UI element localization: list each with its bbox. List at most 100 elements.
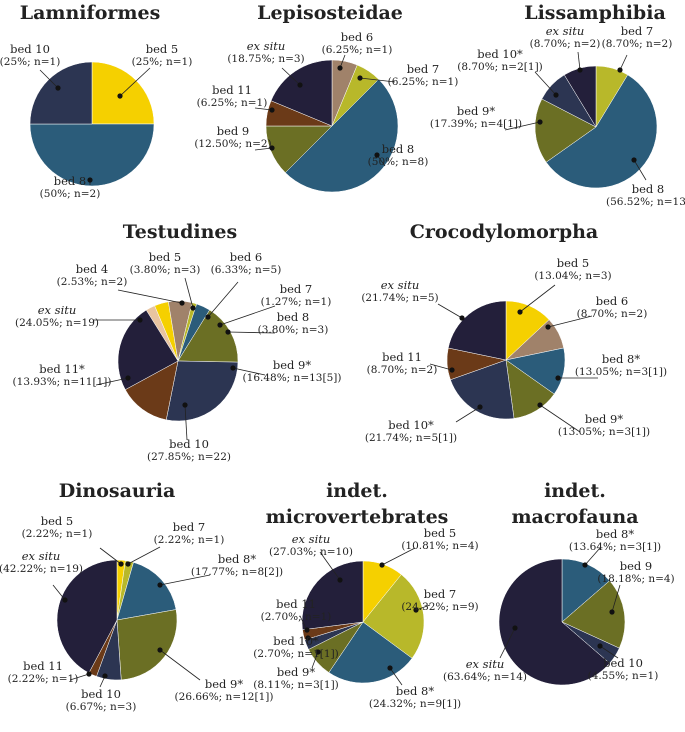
slice-label-bed-10: bed 10 xyxy=(81,687,121,701)
leader-dot-bed-11 xyxy=(269,107,275,113)
slice-label-bed-11: bed 11 xyxy=(382,350,422,364)
slice-value-bed-11: (2.70%; n=1) xyxy=(261,611,332,623)
slice-label-bed-5: bed 5 xyxy=(146,42,179,56)
chart-title: Crocodylomorpha xyxy=(410,221,598,243)
slice-label-bed-7: bed 7 xyxy=(424,587,457,601)
leader-line-bed-9-star xyxy=(159,649,201,681)
leader-dot-bed-11 xyxy=(449,367,455,373)
slice-label-bed-5: bed 5 xyxy=(424,526,457,540)
leader-line-bed-11 xyxy=(254,107,273,111)
leader-dot-bed-5 xyxy=(117,93,123,99)
slice-label-bed-10-star: bed 10* xyxy=(273,634,319,648)
pie-slice-bed-9-star xyxy=(116,609,178,681)
slice-label-bed-9-star: bed 9* xyxy=(205,677,244,691)
chart-title-line-1: indet. xyxy=(544,480,606,502)
slice-label-bed-10: bed 10 xyxy=(169,437,209,451)
slice-label-bed-7: bed 7 xyxy=(621,24,654,38)
leader-line-ex-situ xyxy=(499,627,516,659)
slice-label-bed-9-star: bed 9* xyxy=(277,665,316,679)
leader-line-bed-8-star xyxy=(159,574,211,586)
leader-dot-bed-7 xyxy=(617,67,623,73)
slice-value-bed-10: (25%; n=1) xyxy=(0,56,60,68)
leader-dot-bed-8-star xyxy=(582,562,588,568)
slice-label-bed-11: bed 11 xyxy=(212,83,252,97)
slice-label-bed-7: bed 7 xyxy=(280,282,313,296)
slice-label-bed-11: bed 11 xyxy=(276,597,316,611)
chart-title: Lepisosteidae xyxy=(257,2,403,24)
leader-line-bed-9 xyxy=(611,584,621,613)
leader-dot-bed-7 xyxy=(357,75,363,81)
slice-label-bed-9-star: bed 9* xyxy=(273,358,312,372)
leader-line-bed-7 xyxy=(359,77,396,83)
leader-dot-bed-7 xyxy=(125,561,131,567)
leader-line-bed-9-star xyxy=(504,121,541,131)
slice-label-bed-11: bed 11 xyxy=(23,659,63,673)
leader-line-bed-11-star xyxy=(95,377,129,386)
leader-dot-bed-10-star xyxy=(477,404,483,410)
slice-value-bed-10-star: (8.70%; n=2[1]) xyxy=(457,61,543,73)
slice-value-bed-10-star: (21.74%; n=5[1]) xyxy=(365,432,457,444)
pie-slice-bed-8 xyxy=(545,74,658,189)
chart-title: Lissamphibia xyxy=(524,2,666,24)
leader-dot-ex-situ xyxy=(512,625,518,631)
pie-slice-bed-8 xyxy=(29,123,155,187)
slice-value-bed-5: (3.80%; n=3) xyxy=(130,264,201,276)
slice-value-bed-9: (18.18%; n=4) xyxy=(597,573,674,585)
leader-dot-bed-10 xyxy=(55,85,61,91)
leader-line-bed-11 xyxy=(69,673,90,681)
leader-line-bed-8 xyxy=(227,331,276,334)
slice-value-bed-4: (2.53%; n=2) xyxy=(57,276,128,288)
slice-label-bed-8-star: bed 8* xyxy=(602,352,641,366)
slice-value-ex-situ: (63.64%; n=14) xyxy=(443,671,527,683)
slice-value-bed-9-star: (17.39%; n=4[1]) xyxy=(430,118,522,130)
leader-dot-ex-situ xyxy=(337,577,343,583)
slice-label-bed-6: bed 6 xyxy=(341,30,374,44)
leader-line-bed-8 xyxy=(633,159,647,181)
leader-line-ex-situ xyxy=(281,67,301,86)
chart-title: Testudines xyxy=(123,221,237,243)
slice-label-ex-situ: ex situ xyxy=(546,24,585,38)
slice-value-bed-5: (2.22%; n=1) xyxy=(22,528,93,540)
leader-dot-bed-11 xyxy=(86,671,92,677)
pie-slice-bed-8-star xyxy=(561,558,610,623)
leader-dot-ex-situ xyxy=(137,317,143,323)
slice-value-bed-9-star: (8.11%; n=3[1]) xyxy=(253,679,339,691)
leader-line-bed-10-star xyxy=(455,406,481,423)
leader-line-ex-situ xyxy=(577,51,581,71)
slice-value-bed-11: (6.25%; n=1) xyxy=(197,97,268,109)
slice-label-bed-8: bed 8 xyxy=(632,182,665,196)
pie-slice-bed-9-star xyxy=(534,98,597,163)
slice-value-ex-situ: (8.70%; n=2) xyxy=(530,38,601,50)
slice-value-bed-5: (25%; n=1) xyxy=(132,56,193,68)
slice-value-bed-5: (10.81%; n=4) xyxy=(401,540,478,552)
pie-slice-bed-11-star xyxy=(124,360,179,421)
slice-value-bed-7: (8.70%; n=2) xyxy=(602,38,673,50)
slice-label-ex-situ: ex situ xyxy=(38,303,77,317)
pie-slice-ex-situ xyxy=(447,300,507,361)
slice-value-bed-7: (6.25%; n=1) xyxy=(388,76,459,88)
leader-dot-bed-6 xyxy=(545,324,551,330)
slice-label-bed-9-star: bed 9* xyxy=(457,104,496,118)
leader-dot-bed-11 xyxy=(304,627,310,633)
leader-dot-bed-9 xyxy=(269,145,275,151)
slice-value-bed-10: (27.85%; n=22) xyxy=(147,451,231,463)
pie-slice-bed-10 xyxy=(29,61,93,125)
pie-slice-ex-situ xyxy=(117,309,179,391)
leader-line-bed-7 xyxy=(127,546,161,565)
leader-line-bed-10 xyxy=(39,69,59,89)
leader-dot-bed-4 xyxy=(179,300,185,306)
leader-dot-bed-8 xyxy=(631,157,637,163)
slice-label-ex-situ: ex situ xyxy=(22,549,61,563)
leader-dot-bed-10 xyxy=(182,402,188,408)
leader-line-bed-4 xyxy=(117,289,183,304)
slice-value-bed-10: (6.67%; n=3) xyxy=(66,701,137,713)
slice-value-bed-10-star: (2.70%; n=1[1]) xyxy=(253,648,339,660)
leader-line-bed-8-star xyxy=(584,547,601,566)
slice-label-ex-situ: ex situ xyxy=(381,278,420,292)
leader-dot-bed-10 xyxy=(597,643,603,649)
leader-line-ex-situ xyxy=(319,551,341,581)
